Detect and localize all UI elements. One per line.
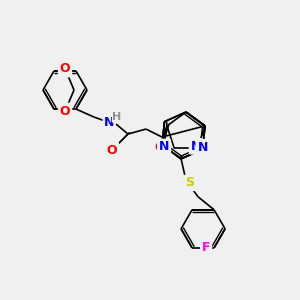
Text: N: N	[104, 116, 114, 129]
Text: F: F	[202, 242, 210, 254]
Text: O: O	[107, 144, 117, 157]
Text: O: O	[60, 105, 70, 118]
Text: O: O	[155, 141, 165, 154]
Text: H: H	[112, 112, 122, 122]
Text: O: O	[60, 62, 70, 75]
Text: N: N	[159, 140, 169, 154]
Text: S: S	[186, 176, 195, 189]
Text: N: N	[190, 140, 201, 153]
Text: N: N	[197, 141, 208, 154]
